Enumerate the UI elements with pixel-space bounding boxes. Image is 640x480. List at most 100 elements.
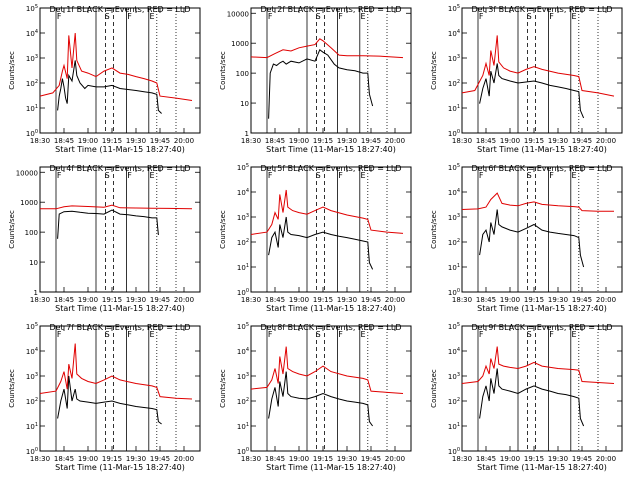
interval-marker-label: F — [549, 330, 554, 339]
x-tick-label: 20:00 — [596, 137, 616, 145]
x-tick-label: 19:15 — [102, 137, 122, 145]
interval-marker-label: S — [527, 171, 532, 180]
y-tick-label: 100 — [26, 129, 38, 138]
series-lld-line — [250, 346, 404, 394]
panel-title: Det 9f BLACK = Events, RED = LLD — [471, 323, 612, 332]
y-tick-label: 101 — [26, 104, 38, 113]
series-lld-line — [250, 189, 404, 235]
x-tick-label: 19:15 — [102, 455, 122, 463]
y-tick-label: 104 — [26, 347, 38, 356]
x-tick-label: 19:45 — [572, 296, 592, 304]
y-axis-title: Counts/sec — [8, 51, 16, 90]
y-axis-title: Counts/sec — [430, 51, 438, 90]
x-tick-label: 18:30 — [30, 137, 50, 145]
interval-marker-label: F — [549, 171, 554, 180]
y-tick-label: 101 — [448, 263, 460, 272]
x-tick-label: 18:45 — [54, 296, 74, 304]
x-tick-label: 19:00 — [78, 137, 98, 145]
y-tick-label: 103 — [237, 372, 249, 381]
interval-marker-label: F — [338, 171, 343, 180]
x-tick-label: 19:00 — [500, 455, 520, 463]
interval-marker-label: F — [479, 12, 484, 21]
x-tick-label: 18:45 — [265, 137, 285, 145]
x-axis-title: Start Time (11-Mar-15 18:27:40) — [477, 304, 607, 313]
interval-marker-label: F — [127, 12, 132, 21]
x-tick-label: 18:45 — [265, 455, 285, 463]
x-tick-label: 19:00 — [78, 455, 98, 463]
interval-marker-label: F — [127, 330, 132, 339]
x-tick-label: 19:15 — [524, 455, 544, 463]
y-tick-label: 102 — [26, 79, 38, 88]
y-tick-label: 100 — [236, 70, 249, 78]
x-axis-title: Start Time (11-Mar-15 18:27:40) — [266, 304, 396, 313]
x-tick-label: 19:45 — [572, 455, 592, 463]
x-tick-label: 18:30 — [452, 455, 472, 463]
panel-title: Det 7f BLACK = Events, RED = LLD — [49, 323, 190, 332]
x-tick-label: 20:00 — [174, 455, 194, 463]
y-tick-label: 10000 — [227, 10, 249, 18]
interval-marker-label: F — [57, 12, 62, 21]
interval-marker-label: E — [360, 171, 365, 180]
y-tick-label: 105 — [26, 322, 38, 331]
x-tick-label: 19:45 — [150, 296, 170, 304]
series-events-line — [57, 60, 162, 114]
interval-marker-label: F — [268, 12, 273, 21]
x-tick-label: 19:15 — [524, 137, 544, 145]
y-axis-title: Counts/sec — [8, 210, 16, 249]
plot-frame — [39, 166, 201, 293]
x-axis-title: Start Time (11-Mar-15 18:27:40) — [477, 463, 607, 472]
y-tick-label: 103 — [26, 372, 38, 381]
x-tick-label: 19:00 — [289, 296, 309, 304]
x-tick-label: 19:30 — [337, 296, 357, 304]
interval-marker-label: S — [527, 330, 532, 339]
series-events-line — [57, 375, 162, 425]
y-tick-label: 104 — [237, 188, 249, 197]
x-tick-label: 18:45 — [476, 137, 496, 145]
y-tick-label: 105 — [448, 163, 460, 172]
y-axis-title: Counts/sec — [219, 51, 227, 90]
y-tick-label: 102 — [26, 397, 38, 406]
x-tick-label: 19:45 — [361, 455, 381, 463]
x-tick-label: 19:45 — [572, 137, 592, 145]
y-axis-title: Counts/sec — [430, 369, 438, 408]
panel-title: Det 4f BLACK = Events, RED = LLD — [49, 164, 190, 173]
y-tick-label: 10 — [240, 100, 249, 108]
x-tick-label: 18:30 — [241, 455, 261, 463]
interval-marker-label: E — [149, 12, 154, 21]
x-tick-label: 18:30 — [452, 296, 472, 304]
y-tick-label: 10000 — [16, 169, 38, 177]
y-tick-label: 105 — [26, 4, 38, 13]
x-axis-title: Start Time (11-Mar-15 18:27:40) — [266, 145, 396, 154]
panel-title: Det 1f BLACK = Events, RED = LLD — [49, 5, 190, 14]
interval-marker-label: F — [268, 171, 273, 180]
x-tick-label: 19:30 — [126, 137, 146, 145]
x-tick-label: 19:00 — [289, 455, 309, 463]
x-tick-label: 19:15 — [524, 296, 544, 304]
x-tick-label: 19:30 — [548, 137, 568, 145]
y-axis-title: Counts/sec — [219, 210, 227, 249]
x-tick-label: 19:30 — [548, 296, 568, 304]
x-tick-label: 18:45 — [265, 296, 285, 304]
interval-marker-label: F — [549, 12, 554, 21]
y-tick-label: 101 — [448, 422, 460, 431]
x-tick-label: 18:45 — [54, 455, 74, 463]
y-axis-title: Counts/sec — [8, 369, 16, 408]
series-lld-line — [461, 192, 614, 212]
interval-marker-label: F — [57, 171, 62, 180]
interval-marker-label: S — [105, 171, 110, 180]
interval-marker-label: F — [338, 330, 343, 339]
interval-marker-label: F — [479, 330, 484, 339]
x-tick-label: 19:00 — [500, 137, 520, 145]
y-tick-label: 100 — [237, 447, 249, 456]
y-tick-label: 104 — [448, 188, 460, 197]
y-tick-label: 1000 — [231, 40, 249, 48]
plot-frame — [461, 325, 623, 452]
y-tick-label: 103 — [448, 54, 460, 63]
x-tick-label: 19:00 — [78, 296, 98, 304]
plot-frame — [461, 7, 623, 134]
y-tick-label: 101 — [237, 422, 249, 431]
y-tick-label: 101 — [448, 104, 460, 113]
